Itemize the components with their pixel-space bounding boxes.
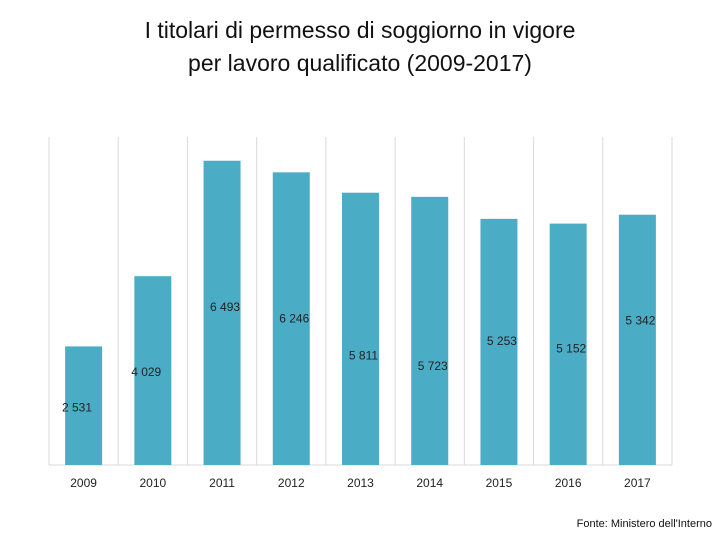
bar-2014 xyxy=(411,196,449,465)
chart-title: I titolari di permesso di soggiorno in v… xyxy=(0,14,720,80)
x-tick-label: 2017 xyxy=(624,476,651,490)
data-label: 5 723 xyxy=(418,359,448,373)
bar-2013 xyxy=(342,192,379,466)
bar-2009 xyxy=(65,346,103,465)
bar-2015 xyxy=(480,218,518,465)
data-label: 5 152 xyxy=(556,342,586,356)
x-tick-label: 2015 xyxy=(486,476,513,490)
x-tick-label: 2009 xyxy=(70,476,97,490)
chart-title-line1: I titolari di permesso di soggiorno in v… xyxy=(144,17,576,43)
bar-2011 xyxy=(203,160,241,465)
x-tick-label: 2011 xyxy=(209,476,235,490)
x-tick-label: 2014 xyxy=(416,476,443,490)
bar-2017 xyxy=(618,214,656,465)
data-label: 4 029 xyxy=(131,365,161,379)
source-note: Fonte: Ministero dell'Interno xyxy=(576,518,712,530)
data-label: 5 253 xyxy=(487,334,517,348)
x-tick-label: 2013 xyxy=(347,476,374,490)
x-tick-label: 2012 xyxy=(278,476,305,490)
bar-2010 xyxy=(134,276,172,465)
data-label: 2 531 xyxy=(62,400,92,414)
bar-2016 xyxy=(549,223,587,465)
data-label: 5 811 xyxy=(349,349,378,363)
chart-title-line2: per lavoro qualificato (2009-2017) xyxy=(188,50,532,76)
data-label: 5 342 xyxy=(625,314,655,328)
data-label: 6 246 xyxy=(279,311,309,325)
x-tick-label: 2016 xyxy=(555,476,582,490)
bar-2012 xyxy=(272,172,310,465)
data-label: 6 493 xyxy=(210,300,240,314)
x-tick-label: 2010 xyxy=(139,476,166,490)
